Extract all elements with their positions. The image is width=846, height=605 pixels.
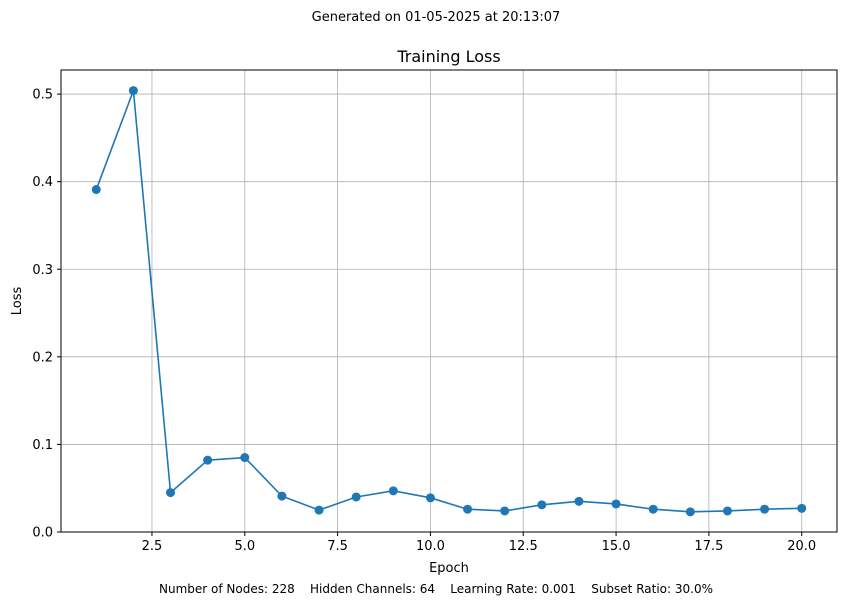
parameters-footer: Number of Nodes: 228 Hidden Channels: 64…: [159, 582, 713, 596]
loss-data-point: [166, 488, 176, 498]
loss-data-point: [797, 503, 807, 513]
loss-data-point: [463, 504, 473, 514]
x-tick-label: 15.0: [602, 539, 631, 554]
x-axis: 2.5 5.0 7.5 10.0 12.5 15.0 17.5 20.0: [142, 532, 816, 554]
y-axis: 0.0 0.1 0.2 0.3 0.4 0.5: [32, 88, 61, 541]
x-tick-label: 2.5: [142, 539, 163, 554]
loss-data-point: [128, 86, 138, 96]
loss-data-point: [722, 506, 732, 516]
x-tick-label: 5.0: [234, 539, 255, 554]
loss-data-point: [277, 491, 287, 501]
loss-data-point: [685, 507, 695, 517]
x-tick-label: 10.0: [416, 539, 445, 554]
y-tick-label: 0.0: [32, 526, 53, 541]
loss-data-point: [203, 455, 213, 465]
y-axis-label: Loss: [10, 287, 25, 316]
loss-data-point: [388, 486, 398, 496]
chart-title: Training Loss: [396, 47, 500, 66]
y-tick-label: 0.2: [32, 350, 53, 365]
loss-data-point: [760, 504, 770, 514]
loss-data-point: [91, 185, 101, 195]
x-tick-label: 7.5: [327, 539, 348, 554]
generated-timestamp: Generated on 01-05-2025 at 20:13:07: [312, 10, 561, 25]
loss-data-point: [314, 505, 324, 515]
loss-data-point: [425, 493, 435, 503]
loss-series-line: [95, 90, 802, 513]
loss-data-point: [240, 453, 250, 463]
x-tick-label: 12.5: [509, 539, 538, 554]
y-tick-label: 0.1: [32, 438, 53, 453]
plot-area: [91, 86, 807, 517]
y-tick-label: 0.3: [32, 263, 53, 278]
loss-data-point: [351, 492, 361, 502]
x-axis-label: Epoch: [429, 561, 469, 576]
y-tick-label: 0.4: [32, 175, 53, 190]
loss-data-point: [537, 500, 547, 510]
x-tick-label: 17.5: [694, 539, 723, 554]
grid-lines: [61, 70, 837, 533]
x-tick-label: 20.0: [787, 539, 816, 554]
y-tick-label: 0.5: [32, 88, 53, 103]
axes-frame: [60, 69, 838, 533]
loss-data-point: [648, 504, 658, 514]
loss-data-point: [574, 496, 584, 506]
loss-data-point: [500, 506, 510, 516]
loss-data-point: [611, 499, 621, 509]
